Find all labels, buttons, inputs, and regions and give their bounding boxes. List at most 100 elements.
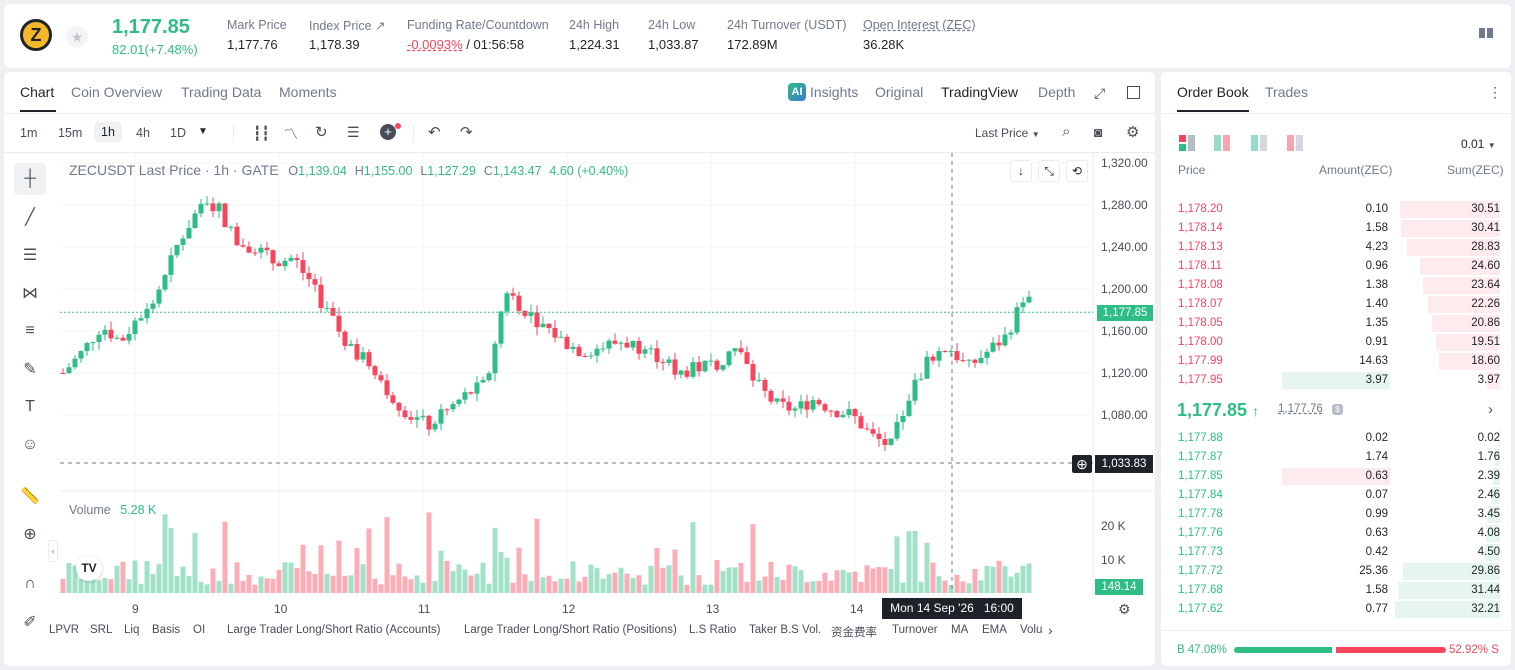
ask-row[interactable]: 1,178.14 1.58 30.41: [1178, 219, 1500, 238]
add-order-icon[interactable]: ⊕: [1072, 455, 1092, 473]
ruler-tool-icon[interactable]: 📏: [20, 488, 40, 505]
indicator-tab[interactable]: Liq: [124, 624, 140, 636]
indicator-tab[interactable]: LPVR: [49, 624, 80, 636]
bid-row[interactable]: 1,177.87 1.74 1.76: [1178, 448, 1500, 467]
text-tool-icon[interactable]: T: [25, 398, 35, 415]
candle-body: [588, 355, 594, 357]
tab-order-book[interactable]: Order Book: [1177, 84, 1249, 100]
bid-row[interactable]: 1,177.72 25.36 29.86: [1178, 562, 1500, 581]
price-chart[interactable]: [60, 153, 1155, 623]
more-menu-icon[interactable]: ⋮: [1488, 84, 1502, 100]
window-icon[interactable]: [1127, 86, 1140, 99]
fib-tool-icon[interactable]: ☰: [22, 247, 38, 264]
indicator-tab[interactable]: Large Trader Long/Short Ratio (Positions…: [464, 624, 677, 636]
expand-icon[interactable]: ⤢: [1094, 85, 1106, 101]
tab-trading-data[interactable]: Trading Data: [181, 84, 262, 100]
tf-1m[interactable]: 1m: [20, 126, 38, 140]
candle-body: [966, 359, 972, 361]
indicator-tab[interactable]: Taker B.S Vol.: [749, 624, 822, 636]
zoom-tool-icon[interactable]: ⊕: [23, 526, 37, 543]
template-icon[interactable]: ☰: [347, 124, 360, 140]
indicators-icon[interactable]: 〽: [284, 126, 298, 142]
bid-row[interactable]: 1,177.88 0.02 0.02: [1178, 429, 1500, 448]
bid-row[interactable]: 1,177.73 0.42 4.50: [1178, 543, 1500, 562]
chevron-right-icon[interactable]: ›: [1488, 401, 1493, 418]
tf-1h[interactable]: 1h: [94, 122, 122, 142]
compare-icon[interactable]: ↻: [315, 124, 328, 141]
time-axis-label: 13: [706, 602, 720, 616]
favorite-star-icon[interactable]: ★: [66, 26, 88, 48]
indicator-tab[interactable]: MA: [951, 624, 969, 636]
collapse-toolbar-icon[interactable]: ‹: [48, 540, 58, 562]
funding-rate[interactable]: -0.0093%: [407, 37, 463, 52]
indicator-tab[interactable]: Large Trader Long/Short Ratio (Accounts): [227, 624, 441, 636]
indicator-tab[interactable]: EMA: [982, 624, 1007, 636]
bid-row[interactable]: 1,177.78 0.99 3.45: [1178, 505, 1500, 524]
tf-1d[interactable]: 1D: [170, 126, 186, 140]
forecast-tool-icon[interactable]: ≡: [25, 322, 35, 339]
ask-row[interactable]: 1,178.08 1.38 23.64: [1178, 276, 1500, 295]
collapse-icon[interactable]: ⤡: [1038, 160, 1060, 182]
indicator-tab[interactable]: Turnover: [892, 624, 938, 636]
crosshair-tool-icon[interactable]: ┼: [14, 163, 46, 195]
pencil-tool-icon[interactable]: ✐: [23, 614, 37, 631]
bid-row[interactable]: 1,177.62 0.77 32.21: [1178, 600, 1500, 619]
ask-row[interactable]: 1,178.13 4.23 28.83: [1178, 238, 1500, 257]
indicator-tab[interactable]: Basis: [152, 624, 181, 636]
reset-icon[interactable]: ⟲: [1066, 160, 1088, 182]
ask-row[interactable]: 1,178.20 0.10 30.51: [1178, 200, 1500, 219]
view-tradingview[interactable]: TradingView: [941, 84, 1019, 100]
view-original[interactable]: Original: [875, 84, 924, 100]
volume-bar: [174, 576, 180, 593]
indicator-tab[interactable]: Volu: [1020, 624, 1043, 636]
timeframe-dropdown-icon[interactable]: ▼: [198, 126, 208, 137]
undo-icon[interactable]: ↶: [428, 124, 441, 141]
trendline-tool-icon[interactable]: ╱: [25, 209, 35, 226]
chart-settings-icon[interactable]: ⚙: [1118, 601, 1131, 617]
layout-both-icon[interactable]: [1179, 135, 1195, 151]
indicator-tab[interactable]: SRL: [90, 624, 113, 636]
search-icon[interactable]: ⌕: [1062, 123, 1071, 140]
pattern-tool-icon[interactable]: ⋈: [22, 285, 38, 302]
index-price-label[interactable]: Index Price ↗: [309, 19, 386, 33]
open-interest-label[interactable]: Open Interest (ZEC): [863, 18, 976, 32]
tf-15m[interactable]: 15m: [58, 126, 83, 140]
redo-icon[interactable]: ↷: [460, 124, 473, 141]
brush-tool-icon[interactable]: ✎: [23, 361, 37, 378]
layout-split-icon[interactable]: [1214, 135, 1230, 151]
bid-row[interactable]: 1,177.68 1.58 31.44: [1178, 581, 1500, 600]
tick-size-select[interactable]: 0.01 ▼: [1461, 137, 1496, 151]
emoji-tool-icon[interactable]: ☺: [21, 436, 39, 453]
indicator-tab[interactable]: 资金费率: [831, 627, 877, 639]
book-icon[interactable]: [1478, 26, 1498, 46]
indicator-tab[interactable]: L.S Ratio: [689, 624, 737, 636]
tab-trades[interactable]: Trades: [1265, 84, 1309, 100]
bid-row[interactable]: 1,177.84 0.07 2.46: [1178, 486, 1500, 505]
tab-coin-overview[interactable]: Coin Overview: [71, 84, 163, 100]
ask-row[interactable]: 1,177.95 3.97 3.97: [1178, 371, 1500, 390]
price-type-select[interactable]: Last Price ▼: [975, 126, 1040, 140]
bid-row[interactable]: 1,177.76 0.63 4.08: [1178, 524, 1500, 543]
ask-row[interactable]: 1,178.00 0.91 19.51: [1178, 333, 1500, 352]
ask-row[interactable]: 1,178.07 1.40 22.26: [1178, 295, 1500, 314]
layout-bids-icon[interactable]: [1251, 135, 1267, 151]
layout-asks-icon[interactable]: [1287, 135, 1303, 151]
gear-icon[interactable]: ⚙: [1126, 124, 1140, 141]
mid-price[interactable]: 1,177.85 ↑: [1177, 400, 1259, 421]
candle-type-icon[interactable]: ┇┇: [253, 125, 270, 141]
chevron-right-icon[interactable]: ›: [1048, 622, 1053, 638]
ask-row[interactable]: 1,177.99 14.63 18.60: [1178, 352, 1500, 371]
scroll-down-icon[interactable]: ↓: [1010, 160, 1032, 182]
camera-icon[interactable]: ◙: [1094, 124, 1103, 140]
view-insights[interactable]: Insights: [810, 84, 859, 100]
ask-row[interactable]: 1,178.05 1.35 20.86: [1178, 314, 1500, 333]
tf-4h[interactable]: 4h: [136, 126, 150, 140]
indicator-tab[interactable]: OI: [193, 624, 206, 636]
ask-row[interactable]: 1,178.11 0.96 24.60: [1178, 257, 1500, 276]
tab-moments[interactable]: Moments: [279, 84, 337, 100]
view-depth[interactable]: Depth: [1038, 84, 1076, 100]
magnet-tool-icon[interactable]: ∩: [24, 575, 36, 592]
bid-row[interactable]: 1,177.85 0.63 2.39: [1178, 467, 1500, 486]
add-alert-icon[interactable]: +: [380, 124, 396, 140]
tab-chart[interactable]: Chart: [20, 84, 55, 100]
